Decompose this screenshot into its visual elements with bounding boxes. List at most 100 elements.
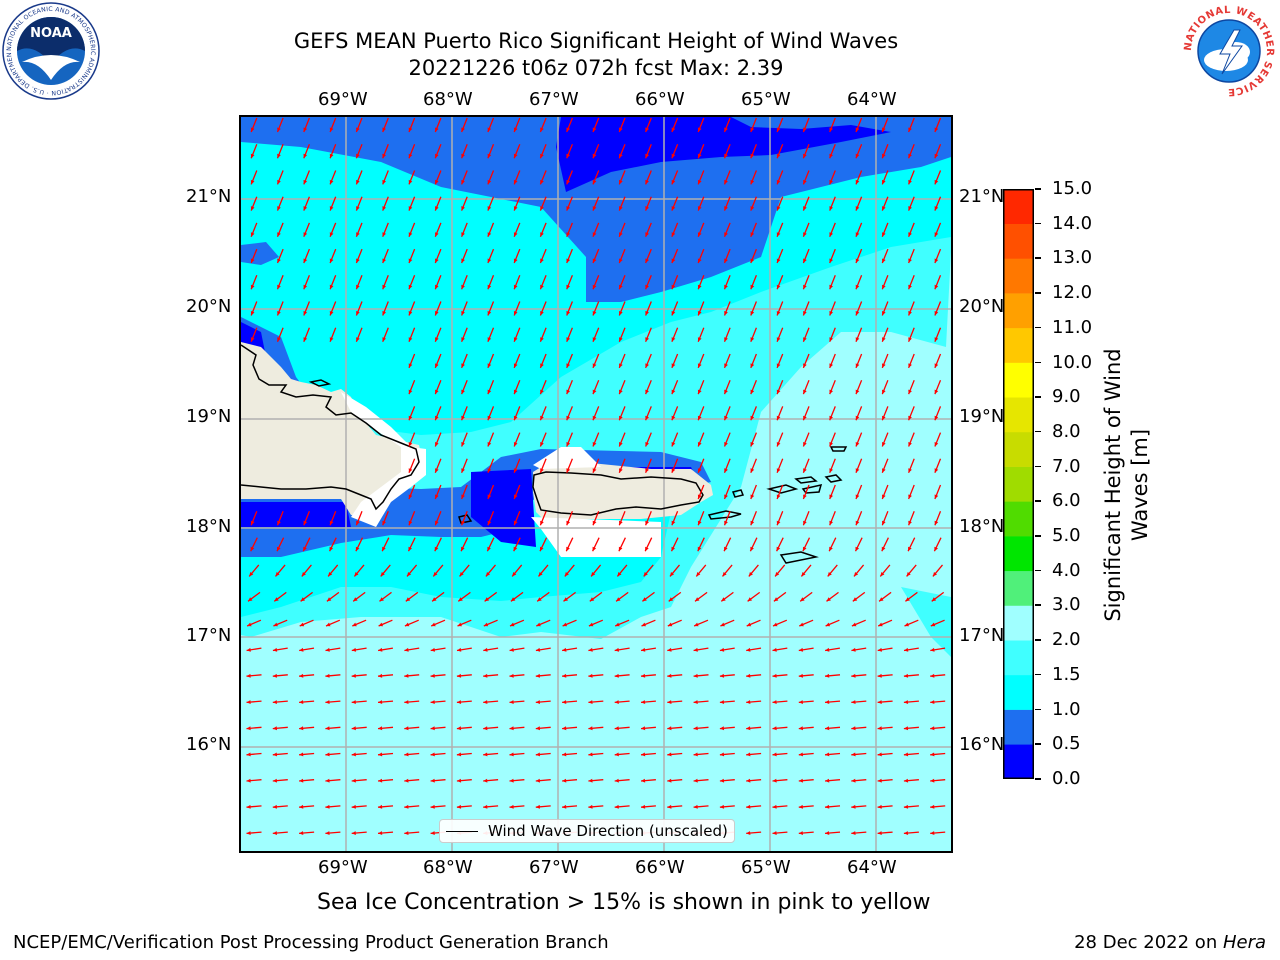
wind-wave-arrowhead — [404, 647, 409, 652]
wind-wave-arrowhead — [483, 647, 488, 652]
wind-wave-arrowhead — [483, 804, 488, 809]
wind-wave-arrowhead — [535, 647, 541, 652]
wind-wave-arrowhead — [750, 520, 755, 526]
wind-wave-arrowhead — [671, 206, 676, 211]
wind-wave-arrowhead — [435, 468, 439, 473]
wind-wave-arrowhead — [461, 546, 465, 552]
wind-wave-arrowhead — [882, 520, 886, 526]
wind-wave-arrowhead — [693, 673, 698, 678]
lat-label-right-20n: 20°N — [959, 296, 1005, 317]
wave-class-0-0p5m — [241, 117, 891, 547]
wind-wave-arrowhead — [351, 752, 356, 757]
wind-wave-arrowhead — [645, 363, 649, 368]
wind-wave-arrowhead — [724, 442, 728, 447]
wind-wave-arrowhead — [908, 258, 912, 263]
wind-wave-arrowhead — [250, 520, 255, 526]
wind-wave-arrowhead — [750, 206, 755, 211]
wind-wave-arrowhead — [934, 311, 939, 316]
wind-wave-arrowhead — [301, 572, 306, 577]
wind-wave-arrowhead — [930, 647, 935, 652]
wind-wave-arrowhead — [697, 468, 702, 473]
wind-wave-arrowhead — [908, 232, 912, 237]
wave-class-1-1p5m — [241, 117, 951, 617]
wind-wave-arrowhead — [325, 752, 330, 757]
wind-wave-arrowhead — [772, 804, 777, 809]
wind-wave-arrowhead — [747, 597, 752, 602]
wind-wave-arrowhead — [382, 232, 386, 237]
wind-wave-arrowhead — [562, 726, 567, 731]
wind-wave-arrowhead — [877, 700, 882, 704]
wind-wave-arrowhead — [277, 311, 281, 316]
st-thomas-coastline — [766, 484, 799, 494]
wind-wave-arrowhead — [880, 572, 885, 577]
wind-wave-arrowhead — [882, 127, 886, 132]
wind-wave-arrowhead — [803, 179, 807, 185]
wind-wave-arrowhead — [882, 415, 886, 421]
wind-wave-arrowhead — [408, 442, 413, 447]
wind-wave-arrowhead — [641, 804, 646, 809]
wind-wave-arrowhead — [722, 572, 727, 577]
wind-wave-arrowhead — [434, 546, 439, 552]
wind-wave-arrowhead — [435, 232, 439, 237]
wind-wave-arrowhead — [329, 546, 334, 552]
wind-wave-arrowhead — [803, 206, 807, 211]
colorbar-tick-label: 15.0 — [1052, 178, 1093, 199]
wind-wave-arrowhead — [457, 622, 462, 627]
wind-wave-arrowhead — [776, 520, 781, 526]
wind-wave-arrowhead — [303, 232, 308, 237]
wind-wave-arrowhead — [908, 127, 912, 132]
wind-wave-arrowhead — [877, 673, 882, 678]
wind-wave-arrowhead — [934, 127, 939, 132]
wind-wave-arrowhead — [750, 442, 755, 447]
wind-wave-arrowhead — [829, 363, 833, 368]
wind-wave-arrowhead — [719, 778, 725, 783]
wind-wave-arrowhead — [566, 153, 571, 159]
wind-wave-arrowhead — [803, 520, 807, 526]
colorbar-tick-mark — [1035, 673, 1041, 676]
wind-wave-arrowhead — [801, 572, 806, 577]
wind-wave-arrowhead — [456, 726, 462, 731]
wind-wave-arrowhead — [931, 597, 937, 602]
wind-wave-arrowhead — [829, 232, 833, 237]
wind-wave-arrowhead — [456, 673, 462, 678]
wind-wave-arrowhead — [566, 232, 571, 237]
colorbar — [1003, 189, 1034, 780]
wind-wave-arrowhead — [513, 179, 518, 185]
wind-wave-arrowhead — [934, 258, 939, 263]
wind-wave-arrowhead — [697, 232, 702, 237]
wind-wave-arrowhead — [378, 804, 383, 809]
wind-wave-arrowhead — [461, 363, 465, 368]
wind-wave-arrowhead — [272, 700, 277, 704]
wind-wave-arrowhead — [641, 673, 646, 678]
colorbar-tick-mark — [1035, 396, 1041, 398]
wind-wave-arrowhead — [354, 572, 359, 577]
wind-wave-arrowhead — [829, 206, 833, 211]
wind-wave-arrowhead — [435, 311, 439, 316]
wind-wave-arrowhead — [592, 468, 597, 473]
wind-wave-arrowhead — [829, 415, 833, 421]
wind-wave-arrowhead — [930, 752, 935, 757]
footer-date-text: 28 Dec 2022 on — [1074, 932, 1223, 953]
wind-wave-arrowhead — [619, 468, 623, 473]
wind-wave-arrowhead — [513, 206, 518, 211]
wind-wave-arrowhead — [408, 179, 413, 185]
wind-wave-arrowhead — [803, 468, 807, 473]
wind-wave-arrowhead — [303, 337, 308, 342]
colorbar-tick-label: 11.0 — [1052, 316, 1093, 338]
wind-wave-arrowhead — [645, 337, 649, 342]
wind-wave-arrowhead — [408, 468, 413, 473]
puerto-rico-coastline — [532, 471, 704, 516]
lon-label-bottom-64w: 64°W — [847, 857, 897, 878]
wind-wave-arrowhead — [591, 572, 596, 577]
wind-wave-arrowhead — [540, 127, 544, 132]
wind-wave-arrowhead — [277, 127, 281, 132]
wind-wave-arrowhead — [435, 520, 439, 526]
wind-wave-arrowhead — [351, 778, 356, 783]
wind-wave-arrowhead — [592, 546, 597, 552]
wind-wave-arrowhead — [435, 258, 439, 263]
wind-wave-arrowhead — [456, 700, 462, 704]
wind-wave-arrowhead — [671, 363, 676, 368]
wind-wave-arrowhead — [538, 572, 543, 577]
wind-wave-arrowhead — [430, 726, 435, 731]
wind-wave-arrowhead — [564, 572, 569, 577]
